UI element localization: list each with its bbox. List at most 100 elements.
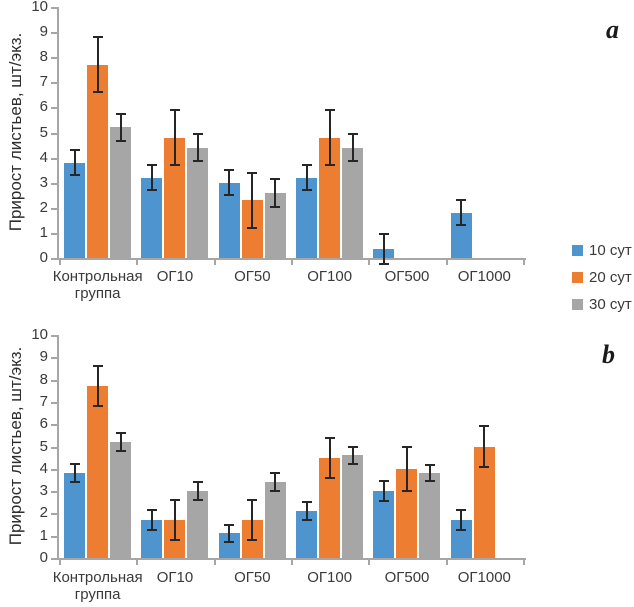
bar-b-10 сут — [141, 520, 163, 558]
legend-label: 10 сут — [589, 242, 632, 259]
error-bar-cap — [270, 472, 281, 475]
error-bar-cap — [92, 405, 103, 408]
y-tick-a — [51, 157, 57, 160]
error-bar — [428, 465, 431, 482]
y-tick-label-a: 4 — [39, 148, 48, 166]
error-bar — [228, 524, 231, 543]
x-axis-label-b: ОГ100 — [307, 569, 353, 586]
error-bar — [351, 446, 354, 465]
error-bar — [274, 473, 277, 492]
error-bar-cap — [378, 233, 389, 236]
legend-swatch-gray-icon — [572, 299, 583, 310]
error-bar-cap — [378, 500, 389, 503]
error-bar — [274, 178, 277, 207]
error-bar-cap — [424, 464, 435, 467]
bar-b-30 сут — [187, 491, 209, 558]
error-bar-cap — [347, 160, 358, 163]
error-bar-cap — [192, 160, 203, 163]
bar-a-30 сут — [187, 147, 209, 258]
y-tick-label-a: 2 — [39, 198, 48, 216]
error-bar — [228, 170, 231, 196]
error-bar-cap — [247, 171, 258, 174]
error-bar-cap — [92, 365, 103, 368]
error-bar-cap — [378, 480, 389, 483]
bar-b-20 сут — [473, 446, 495, 558]
y-tick-label-b: 3 — [39, 482, 48, 500]
error-bar-cap — [456, 199, 467, 202]
x-tick-b — [136, 560, 139, 565]
y-tick-b — [51, 446, 57, 449]
error-bar — [150, 165, 153, 191]
legend-label: 20 сут — [589, 269, 632, 286]
error-bar-cap — [347, 445, 358, 448]
error-bar-cap — [146, 529, 157, 532]
x-tick-a — [522, 260, 525, 265]
x-axis-b — [57, 558, 526, 560]
error-bar-cap — [115, 432, 126, 435]
error-bar-cap — [324, 164, 335, 167]
x-axis-label-a: ОГ500 — [384, 268, 430, 285]
x-tick-a — [213, 260, 216, 265]
error-bar — [150, 510, 153, 531]
y-tick-a — [51, 107, 57, 110]
error-bar-cap — [115, 449, 126, 452]
y-tick-label-b: 0 — [39, 549, 48, 566]
y-tick-label-a: 9 — [39, 23, 48, 41]
error-bar-cap — [324, 476, 335, 479]
y-tick-b — [51, 535, 57, 538]
y-tick-b — [51, 335, 57, 337]
error-bar-cap — [146, 509, 157, 512]
error-bar-cap — [301, 189, 312, 192]
bar-a-10 сут — [218, 182, 240, 258]
error-bar-cap — [115, 112, 126, 115]
error-bar — [483, 426, 486, 467]
error-bar-cap — [169, 164, 180, 167]
y-tick-b — [51, 401, 57, 404]
bar-a-30 сут — [342, 147, 364, 258]
y-tick-label-b: 10 — [31, 326, 48, 343]
error-bar — [382, 234, 385, 265]
error-bar-cap — [224, 523, 235, 526]
panel-letter-b: b — [602, 340, 615, 369]
error-bar-cap — [401, 490, 412, 493]
y-tick-label-b: 1 — [39, 526, 48, 544]
y-tick-label-a: 10 — [31, 0, 48, 15]
y-tick-label-a: 0 — [39, 249, 48, 266]
error-bar — [460, 510, 463, 531]
error-bar-cap — [192, 481, 203, 484]
y-tick-b — [51, 491, 57, 494]
y-tick-label-a: 3 — [39, 173, 48, 191]
error-bar-cap — [224, 541, 235, 544]
bar-b-10 сут — [64, 473, 86, 558]
bar-a-20 сут — [319, 137, 341, 258]
x-tick-b — [290, 560, 293, 565]
bar-b-10 сут — [450, 520, 472, 558]
y-tick-label-b: 2 — [39, 504, 48, 522]
error-bar — [251, 172, 254, 228]
y-axis-a — [57, 7, 59, 260]
x-tick-a — [59, 260, 61, 265]
error-bar — [305, 165, 308, 191]
error-bar — [405, 446, 408, 492]
bar-b-20 сут — [87, 386, 109, 558]
y-tick-a — [51, 132, 57, 135]
x-tick-b — [522, 560, 525, 565]
x-axis-label-a: Контрольная группа — [52, 268, 143, 303]
error-bar-cap — [69, 463, 80, 466]
y-tick-a — [51, 32, 57, 35]
error-bar-cap — [479, 465, 490, 468]
y-tick-a — [51, 258, 57, 260]
error-bar-cap — [456, 509, 467, 512]
error-bar — [119, 113, 122, 142]
legend-swatch-orange-icon — [572, 272, 583, 283]
error-bar — [173, 109, 176, 166]
error-bar-cap — [224, 194, 235, 197]
y-tick-a — [51, 207, 57, 210]
legend-swatch-blue-icon — [572, 245, 583, 256]
error-bar-cap — [169, 539, 180, 542]
error-bar — [351, 133, 354, 162]
error-bar — [328, 437, 331, 478]
y-tick-b — [51, 513, 57, 516]
error-bar-cap — [301, 519, 312, 522]
